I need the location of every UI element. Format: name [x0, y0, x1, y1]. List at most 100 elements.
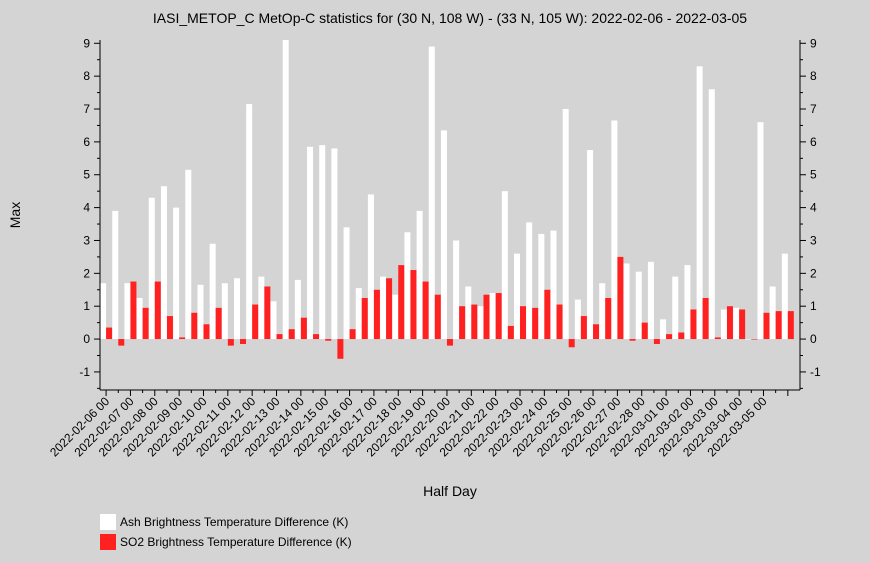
bar-ash: [392, 294, 399, 340]
bar-so2: [300, 317, 307, 340]
bar-so2: [227, 339, 234, 346]
bar-ash: [331, 148, 338, 340]
bar-ash: [307, 146, 314, 340]
bar-so2: [166, 316, 173, 340]
bar-so2: [434, 294, 441, 340]
bar-ash: [234, 278, 240, 340]
bar-ash: [611, 120, 618, 340]
y-tick-label-left: 9: [83, 36, 90, 50]
bar-so2: [532, 307, 539, 340]
legend-swatch-ash: [100, 514, 116, 530]
bar-ash: [757, 122, 764, 340]
bar-so2: [593, 324, 600, 340]
bar-ash: [769, 286, 776, 340]
bar-so2: [215, 307, 222, 340]
y-tick-label-right: 8: [810, 69, 817, 83]
bar-ash: [708, 89, 715, 340]
bar-so2: [787, 311, 794, 340]
bar-ash: [173, 207, 180, 340]
bar-so2: [349, 329, 356, 340]
legend-label-ash: Ash Brightness Temperature Difference (K…: [120, 515, 349, 529]
bar-so2: [142, 307, 149, 340]
bar-so2: [446, 339, 453, 346]
bar-ash: [416, 210, 423, 340]
bar-so2: [641, 322, 648, 340]
x-axis-label: Half Day: [423, 483, 477, 499]
bar-so2: [264, 286, 271, 340]
bar-so2: [507, 325, 514, 340]
bar-so2: [459, 306, 466, 340]
y-tick-label-left: 1: [83, 299, 90, 313]
chart-title: IASI_METOP_C MetOp-C statistics for (30 …: [153, 10, 747, 26]
bar-ash: [550, 230, 557, 340]
bar-ash: [319, 145, 326, 340]
bar-so2: [568, 339, 575, 348]
bar-so2: [617, 256, 624, 340]
bar-ash: [404, 232, 411, 340]
bar-so2: [386, 278, 393, 340]
bar-ash: [599, 283, 606, 340]
y-tick-label-right: 4: [810, 201, 817, 215]
y-tick-label-left: 0: [83, 332, 90, 346]
bar-so2: [471, 304, 478, 340]
bar-ash: [440, 130, 447, 340]
bar-so2: [288, 329, 295, 340]
y-tick-label-right: 6: [810, 135, 817, 149]
bar-ash: [428, 46, 435, 340]
bar-ash: [465, 286, 472, 340]
bar-so2: [556, 304, 563, 340]
y-tick-label-right: 3: [810, 233, 817, 247]
bar-ash: [745, 339, 752, 340]
bar-ash: [623, 263, 630, 340]
bar-so2: [361, 297, 368, 340]
bar-ash: [660, 319, 667, 340]
y-tick-label-left: 8: [83, 69, 90, 83]
bar-so2: [544, 289, 551, 340]
bar-ash: [587, 150, 594, 340]
bar-so2: [666, 334, 673, 340]
bar-ash: [136, 297, 143, 340]
bar-so2: [154, 281, 161, 340]
bar-so2: [714, 337, 721, 340]
bar-so2: [751, 339, 758, 340]
y-tick-label-right: -1: [810, 365, 821, 379]
bar-so2: [337, 339, 344, 359]
legend-swatch-so2: [100, 534, 116, 550]
bar-so2: [520, 306, 526, 340]
bar-ash: [270, 301, 277, 340]
y-tick-label-left: -1: [79, 365, 90, 379]
bar-so2: [252, 304, 259, 340]
bar-ash: [562, 109, 569, 340]
bar-so2: [775, 311, 782, 340]
y-tick-label-left: 3: [83, 233, 90, 247]
bar-ash: [282, 40, 289, 340]
bar-so2: [629, 339, 636, 341]
bar-so2: [678, 332, 685, 340]
y-tick-label-right: 0: [810, 332, 817, 346]
bar-so2: [483, 294, 490, 340]
y-tick-label-right: 1: [810, 299, 817, 313]
bar-ash: [294, 279, 301, 340]
bar-ash: [720, 309, 727, 340]
bar-ash: [453, 240, 460, 340]
bar-ash: [489, 293, 496, 340]
bar-ash: [696, 66, 703, 340]
y-axis-label: Max: [7, 202, 23, 228]
bar-ash: [684, 265, 691, 340]
bar-ash: [148, 197, 155, 340]
bar-ash: [124, 283, 131, 340]
legend-item-ash: Ash Brightness Temperature Difference (K…: [100, 512, 352, 532]
y-tick-label-left: 7: [83, 102, 90, 116]
bar-so2: [398, 265, 405, 340]
bar-so2: [739, 309, 746, 340]
bar-ash: [209, 243, 216, 340]
bar-ash: [477, 306, 484, 340]
bar-so2: [702, 297, 709, 340]
bar-so2: [605, 297, 612, 340]
bar-so2: [726, 306, 733, 340]
y-tick-label-left: 6: [83, 135, 90, 149]
bar-ash: [100, 283, 107, 340]
bar-so2: [276, 334, 283, 340]
bar-ash: [647, 261, 654, 340]
